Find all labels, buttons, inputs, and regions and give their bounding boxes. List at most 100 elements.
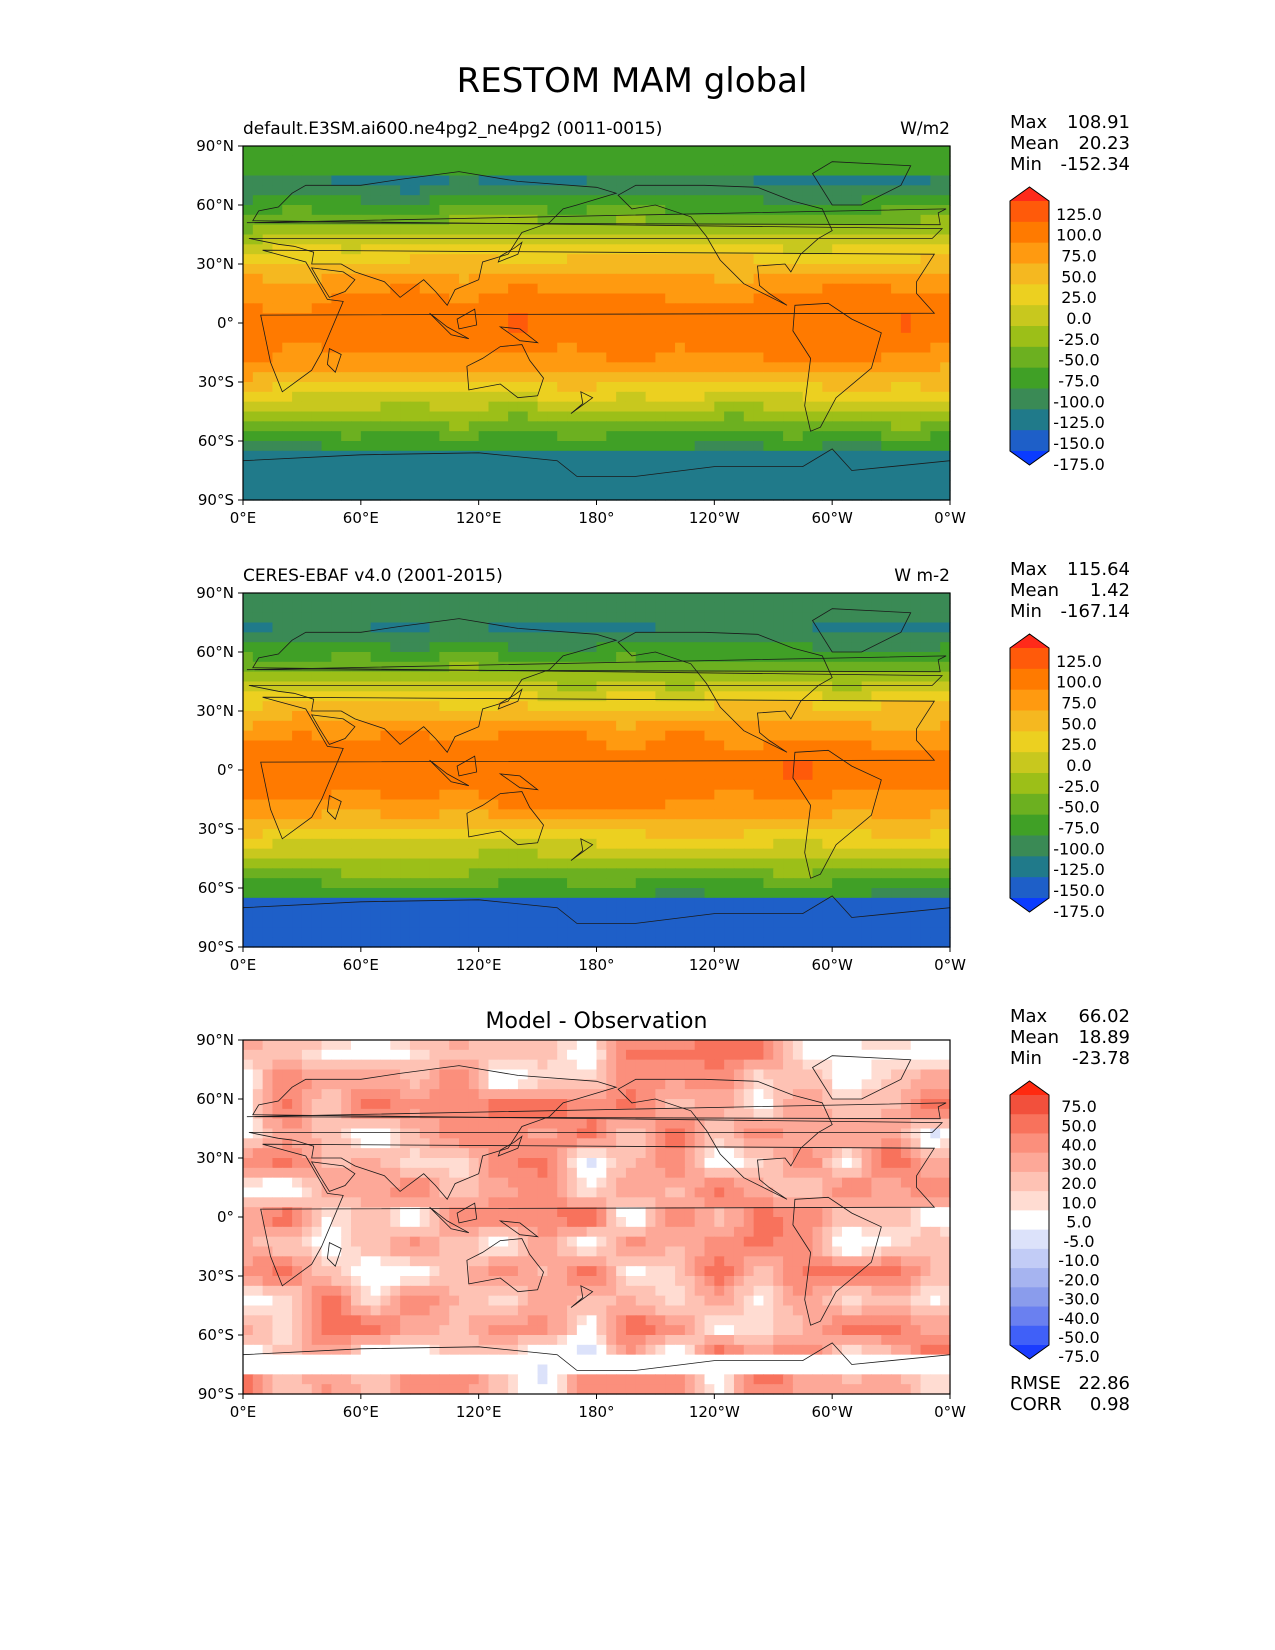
map-cell bbox=[527, 214, 539, 226]
map-cell bbox=[881, 838, 892, 850]
map-cell bbox=[360, 146, 372, 157]
map-cell bbox=[910, 185, 922, 196]
map-cell bbox=[910, 146, 922, 157]
map-cell bbox=[478, 691, 490, 702]
map-cell bbox=[282, 352, 293, 363]
map-cell bbox=[370, 283, 382, 295]
map-cell bbox=[930, 244, 941, 255]
map-cell bbox=[488, 632, 499, 643]
map-cell bbox=[243, 480, 254, 491]
map-cell bbox=[704, 401, 715, 413]
map-cell bbox=[606, 205, 617, 216]
map-cell bbox=[272, 740, 283, 751]
map-cell bbox=[243, 352, 254, 363]
map-cell bbox=[891, 829, 902, 840]
map-cell bbox=[360, 283, 372, 295]
map-cell bbox=[449, 750, 460, 761]
map-cell bbox=[341, 750, 352, 761]
map-cell bbox=[439, 652, 450, 663]
map-cell bbox=[704, 809, 715, 820]
map-cell bbox=[400, 303, 411, 314]
map-cell bbox=[370, 770, 382, 781]
map-cell bbox=[311, 234, 323, 245]
map-cell bbox=[311, 652, 323, 663]
map-cell bbox=[292, 691, 303, 702]
map-cell bbox=[449, 264, 460, 275]
map-cell bbox=[567, 730, 578, 742]
map-cell bbox=[586, 868, 598, 879]
map-cell bbox=[459, 661, 470, 673]
panel-units: W/m2 bbox=[900, 119, 950, 139]
map-cell bbox=[341, 897, 352, 909]
map-cell bbox=[527, 185, 539, 196]
map-cell bbox=[910, 470, 922, 481]
map-cell bbox=[940, 293, 951, 304]
map-cell bbox=[459, 593, 470, 604]
map-cell bbox=[822, 809, 833, 820]
map-cell bbox=[773, 273, 784, 285]
map-cell bbox=[733, 362, 745, 373]
map-cell bbox=[557, 480, 568, 491]
map-cell bbox=[596, 642, 607, 653]
map-cell bbox=[900, 602, 912, 614]
map-cell bbox=[714, 273, 725, 285]
map-cell bbox=[341, 470, 352, 481]
map-cell bbox=[321, 264, 332, 275]
map-cell bbox=[763, 740, 774, 751]
map-cell bbox=[704, 411, 715, 422]
map-cell bbox=[390, 480, 401, 491]
map-cell bbox=[802, 809, 814, 820]
map-cell bbox=[684, 313, 696, 324]
map-cell bbox=[390, 234, 401, 245]
map-cell bbox=[861, 460, 873, 472]
map-cell bbox=[321, 858, 332, 869]
map-cell bbox=[743, 661, 755, 673]
map-cell bbox=[753, 750, 765, 761]
map-cell bbox=[783, 770, 794, 781]
map-cell bbox=[517, 750, 529, 761]
map-cell bbox=[419, 401, 431, 413]
map-cell bbox=[694, 195, 706, 206]
map-cell bbox=[802, 858, 814, 869]
map-cell bbox=[684, 146, 696, 157]
map-cell bbox=[832, 612, 843, 624]
map-cell bbox=[498, 450, 509, 462]
map-cell bbox=[517, 165, 529, 177]
map-cell bbox=[635, 858, 647, 869]
map-cell bbox=[724, 661, 735, 673]
map-cell bbox=[625, 382, 637, 393]
map-cell bbox=[449, 205, 460, 216]
map-cell bbox=[920, 848, 931, 860]
map-cell bbox=[488, 185, 499, 196]
map-cell bbox=[724, 720, 735, 732]
map-cell bbox=[694, 642, 706, 653]
map-cell bbox=[861, 244, 873, 255]
map-cell bbox=[272, 593, 283, 604]
map-cell bbox=[331, 848, 342, 860]
map-cell bbox=[596, 205, 607, 216]
map-cell bbox=[557, 244, 568, 255]
map-cell bbox=[635, 254, 647, 265]
map-cell bbox=[822, 681, 833, 692]
map-cell bbox=[301, 195, 313, 206]
map-cell bbox=[861, 622, 873, 633]
map-cell bbox=[262, 155, 274, 167]
map-cell bbox=[783, 185, 794, 196]
map-cell bbox=[508, 848, 519, 860]
map-cell bbox=[920, 888, 931, 899]
map-cell bbox=[891, 273, 902, 285]
map-cell bbox=[517, 283, 529, 295]
map-cell bbox=[321, 205, 332, 216]
map-cell bbox=[812, 701, 823, 712]
map-cell bbox=[665, 332, 676, 344]
map-cell bbox=[763, 362, 774, 373]
map-cell bbox=[488, 858, 499, 869]
map-cell bbox=[783, 642, 794, 653]
map-cell bbox=[930, 878, 941, 889]
map-cell bbox=[910, 264, 922, 275]
map-cell bbox=[812, 799, 823, 810]
map-cell bbox=[537, 165, 548, 177]
map-cell bbox=[468, 470, 480, 481]
colorbar-label: -25.0 bbox=[1058, 330, 1099, 349]
map-cell bbox=[684, 720, 696, 732]
